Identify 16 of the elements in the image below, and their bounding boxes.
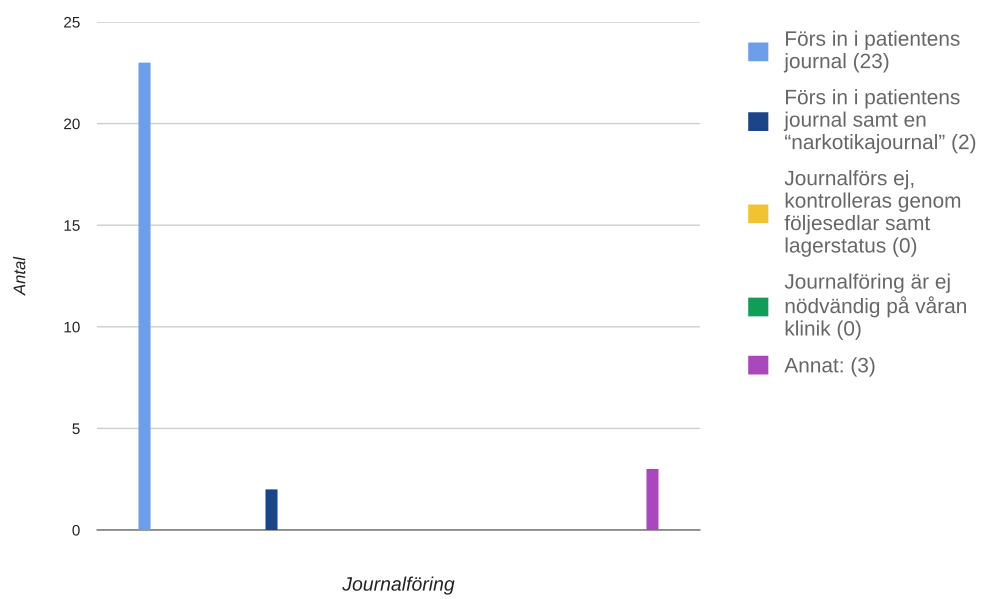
bar: [138, 62, 151, 530]
y-tick-label: 10: [64, 322, 80, 332]
legend-label: Förs in i patientens journal (23): [784, 30, 960, 72]
y-axis-title: Antal: [13, 256, 26, 296]
y-tick-label: 0: [72, 524, 80, 536]
legend-label: Journalföring är ej nödvändig på våran klinik (0): [784, 273, 966, 340]
legend-label: Journalförs ej, kontrolleras genom följesedlar samt lagerstatus (0): [784, 170, 960, 257]
bar: [646, 469, 659, 530]
legend-label: Förs in i patientens journal samt en “narkotikajournal” (2): [784, 89, 976, 154]
y-tick-label: 5: [72, 423, 80, 434]
bar: [265, 489, 278, 530]
y-tick-label: 20: [64, 118, 80, 130]
y-tick-label: 15: [64, 220, 80, 231]
x-axis-title: Journalföring: [342, 576, 455, 595]
legend-label: Annat: (3): [784, 357, 875, 377]
y-tick-label: 25: [64, 16, 80, 28]
